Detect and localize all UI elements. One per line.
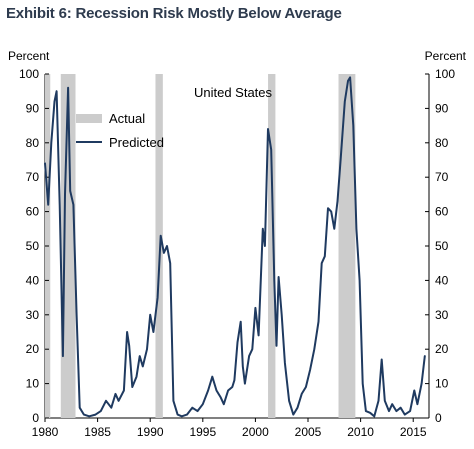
- recession-period: [155, 74, 163, 418]
- y-tick-label-left: 50: [26, 239, 40, 253]
- y-tick-label-left: 80: [26, 136, 40, 150]
- y-tick-label-right: 30: [435, 308, 449, 322]
- recession-period: [268, 74, 276, 418]
- y-unit-label-left: Percent: [8, 49, 50, 63]
- y-tick-label-left: 20: [26, 342, 40, 356]
- legend-swatch-actual: [76, 114, 102, 123]
- y-tick-label-right: 50: [435, 239, 449, 253]
- chart-subtitle: United States: [194, 85, 273, 100]
- x-tick-label: 2005: [295, 425, 322, 439]
- y-unit-label-right: Percent: [425, 49, 467, 63]
- y-tick-label-right: 60: [435, 205, 449, 219]
- x-tick-label: 2010: [347, 425, 374, 439]
- x-tick-label: 1980: [32, 425, 59, 439]
- series-line-predicted: [44, 76, 426, 418]
- recession-period: [338, 74, 356, 418]
- chart-title: Exhibit 6: Recession Risk Mostly Below A…: [6, 5, 342, 22]
- y-tick-label-left: 100: [19, 67, 39, 81]
- x-tick-label: 1985: [84, 425, 111, 439]
- y-tick-label-left: 0: [32, 411, 39, 425]
- x-tick-label: 1995: [189, 425, 216, 439]
- y-tick-label-left: 40: [26, 273, 40, 287]
- y-tick-label-left: 10: [26, 377, 40, 391]
- y-tick-label-right: 90: [435, 101, 449, 115]
- y-tick-label-left: 30: [26, 308, 40, 322]
- y-tick-label-right: 20: [435, 342, 449, 356]
- y-tick-label-right: 40: [435, 273, 449, 287]
- y-tick-label-right: 80: [435, 136, 449, 150]
- y-tick-label-left: 60: [26, 205, 40, 219]
- y-tick-label-right: 70: [435, 170, 449, 184]
- y-tick-label-right: 0: [435, 411, 442, 425]
- legend-label-actual: Actual: [109, 111, 145, 126]
- x-tick-label: 1990: [137, 425, 164, 439]
- y-tick-label-left: 70: [26, 170, 40, 184]
- recession-period: [60, 74, 76, 418]
- legend-label-predicted: Predicted: [109, 135, 164, 150]
- y-tick-label-left: 90: [26, 101, 40, 115]
- x-tick-label: 2000: [242, 425, 269, 439]
- y-tick-label-right: 10: [435, 377, 449, 391]
- y-tick-label-right: 100: [435, 67, 455, 81]
- x-tick-label: 2015: [400, 425, 427, 439]
